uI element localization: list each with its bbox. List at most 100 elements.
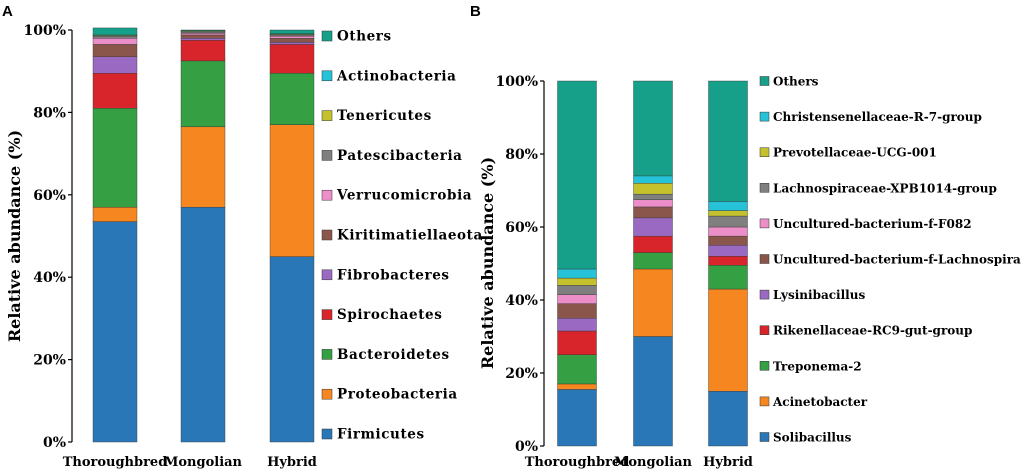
legend-label-verrucomicrobia: Verrucomicrobia xyxy=(336,188,472,204)
legend-label-tenericutes: Tenericutes xyxy=(337,108,432,124)
y-tick-label-a: 20% xyxy=(33,353,66,369)
x-category-label-thoroughbred: Thoroughbred xyxy=(525,455,630,470)
legend-label-spirochaetes: Spirochaetes xyxy=(337,307,442,323)
legend-label-solibacillus: Solibacillus xyxy=(773,431,852,445)
bar-segment-mongolian-uncultured-bacterium-f-f082 xyxy=(633,199,673,208)
bar-segment-thoroughbred-kiritimatiellaeota xyxy=(92,44,138,57)
bar-segment-mongolian-fibrobacteres xyxy=(180,38,226,41)
bar-segment-mongolian-proteobacteria xyxy=(180,126,226,208)
bar-segment-thoroughbred-bacteroidetes xyxy=(92,108,138,208)
bar-segment-hybrid-fibrobacteres xyxy=(269,42,315,45)
legend-swatch-bacteroidetes xyxy=(321,349,333,360)
bars-b xyxy=(557,80,748,447)
bar-segment-thoroughbred-proteobacteria xyxy=(92,206,138,222)
bar-segment-thoroughbred-uncultured-bacterium-f-f082 xyxy=(557,294,597,304)
bar-segment-thoroughbred-verrucomicrobia xyxy=(92,38,138,45)
legend-swatch-lachnospiraceae-xpb1014-group xyxy=(759,183,770,193)
bar-segment-thoroughbred-lysinibacillus xyxy=(557,318,597,332)
y-tick-label-a: 40% xyxy=(33,270,66,286)
bar-segment-thoroughbred-treponema-2 xyxy=(557,354,597,385)
y-tick-label-b: 20% xyxy=(505,366,538,382)
legend-label-rikenellaceae-rc9-gut-group: Rikenellaceae-RC9-gut-group xyxy=(773,324,972,338)
legend-swatch-fibrobacteres xyxy=(321,269,333,281)
bar-segment-hybrid-lachnospiraceae-xpb1014-group xyxy=(708,215,748,228)
legend-swatch-treponema-2 xyxy=(759,361,770,371)
legend-label-fibrobacteres: Fibrobacteres xyxy=(337,267,450,283)
legend-swatch-solibacillus xyxy=(759,432,770,442)
legend-swatch-kiritimatiellaeota xyxy=(321,229,333,241)
y-axis-label-a: Relative abundance (%) xyxy=(5,130,24,342)
legend-a: Firmicutes Proteobacteria Bacteroidetes Spi… xyxy=(321,29,482,443)
bar-segment-mongolian-christensenellaceae-r-7-group xyxy=(633,175,673,184)
bar-segment-thoroughbred-lachnospiraceae-xpb1014-group xyxy=(557,285,597,295)
legend-label-lachnospiraceae-xpb1014-group: Lachnospiraceae-XPB1014-group xyxy=(773,181,997,195)
bar-segment-hybrid-others xyxy=(269,29,315,34)
legend-swatch-verrucomicrobia xyxy=(321,189,333,201)
bar-segment-mongolian-kiritimatiellaeota xyxy=(180,34,226,39)
bar-segment-hybrid-rikenellaceae-rc9-gut-group xyxy=(708,256,748,266)
legend-label-lysinibacillus: Lysinibacillus xyxy=(773,288,865,302)
bar-segment-mongolian-prevotellaceae-ucg-001 xyxy=(633,182,673,195)
legend-label-uncultured-bacterium-f-f082: Uncultured-bacterium-f-F082 xyxy=(773,217,972,231)
legend-label-treponema-2: Treponema-2 xyxy=(773,359,862,373)
bar-segment-hybrid-acinetobacter xyxy=(708,288,748,392)
legend-swatch-actinobacteria xyxy=(321,70,333,82)
bar-segment-mongolian-lachnospiraceae-xpb1014-group xyxy=(633,193,673,200)
bars-a xyxy=(92,27,315,443)
legend-swatch-tenericutes xyxy=(321,110,333,121)
bar-segment-mongolian-solibacillus xyxy=(633,336,673,447)
y-ticks-a: 0% 20% 40% 60% 80% 100% xyxy=(23,23,73,451)
x-category-label-hybrid: Hybrid xyxy=(703,455,753,470)
bar-segment-mongolian-uncultured-bacterium-f-lachnospiraceae xyxy=(633,206,673,219)
bar-segment-thoroughbred-acinetobacter xyxy=(557,383,597,390)
legend-swatch-rikenellaceae-rc9-gut-group xyxy=(759,325,770,335)
bar-segment-mongolian-others xyxy=(180,29,226,32)
bar-segment-thoroughbred-others xyxy=(557,80,597,270)
bar-segment-mongolian-rikenellaceae-rc9-gut-group xyxy=(633,235,673,253)
panel-label-b: B xyxy=(470,3,481,20)
bar-segment-mongolian-treponema-2 xyxy=(633,252,673,270)
bar-segment-hybrid-treponema-2 xyxy=(708,265,748,290)
bar-segment-hybrid-lysinibacillus xyxy=(708,245,748,257)
panel-b: B Relative abundance (%) 0% 20% 40% 60% 80% 1… xyxy=(470,3,1021,470)
bar-segment-thoroughbred-prevotellaceae-ucg-001 xyxy=(557,277,597,286)
legend-label-christensenellaceae-r-7-group: Christensenellaceae-R-7-group xyxy=(773,110,982,124)
y-tick-label-a: 0% xyxy=(43,435,66,451)
legend-label-firmicutes: Firmicutes xyxy=(337,427,425,443)
bar-segment-thoroughbred-others xyxy=(92,27,138,36)
legend-swatch-others xyxy=(759,76,770,86)
bar-segment-hybrid-firmicutes xyxy=(269,256,315,443)
y-tick-label-a: 80% xyxy=(33,105,66,121)
legend-label-acinetobacter: Acinetobacter xyxy=(772,395,868,409)
bar-segment-mongolian-lysinibacillus xyxy=(633,217,673,237)
legend-swatch-prevotellaceae-ucg-001 xyxy=(759,147,770,157)
bar-segment-hybrid-others xyxy=(708,80,748,202)
bar-segment-thoroughbred-spirochaetes xyxy=(92,73,138,109)
legend-swatch-proteobacteria xyxy=(321,388,333,400)
legend-b: Solibacillus Acinetobacter Treponema-2 Rike… xyxy=(759,75,1021,445)
legend-label-bacteroidetes: Bacteroidetes xyxy=(337,347,450,363)
y-tick-label-a: 100% xyxy=(23,23,66,39)
bar-segment-hybrid-uncultured-bacterium-f-lachnospiraceae xyxy=(708,235,748,246)
y-tick-label-b: 100% xyxy=(495,74,538,90)
bar-segment-mongolian-firmicutes xyxy=(180,206,226,443)
x-category-label-hybrid: Hybrid xyxy=(267,455,317,470)
panel-a: A Relative abundance (%) 0% 20% 40% 60% 80% 1… xyxy=(2,3,482,470)
legend-swatch-uncultured-bacterium-f-lachnospiraceae xyxy=(759,254,770,264)
bar-segment-thoroughbred-solibacillus xyxy=(557,389,597,447)
legend-swatch-christensenellaceae-r-7-group xyxy=(759,111,770,122)
legend-swatch-lysinibacillus xyxy=(759,289,770,300)
x-category-label-mongolian: Mongolian xyxy=(164,455,243,470)
legend-swatch-uncultured-bacterium-f-f082 xyxy=(759,218,770,229)
bar-segment-hybrid-christensenellaceae-r-7-group xyxy=(708,201,748,211)
bar-segment-thoroughbred-firmicutes xyxy=(92,221,138,443)
y-tick-label-b: 0% xyxy=(515,439,538,455)
bar-segment-thoroughbred-patescibacteria xyxy=(92,35,138,39)
legend-swatch-spirochaetes xyxy=(321,309,333,320)
bar-segment-hybrid-proteobacteria xyxy=(269,124,315,257)
bar-segment-mongolian-verrucomicrobia xyxy=(180,33,226,36)
legend-swatch-firmicutes xyxy=(321,428,333,440)
